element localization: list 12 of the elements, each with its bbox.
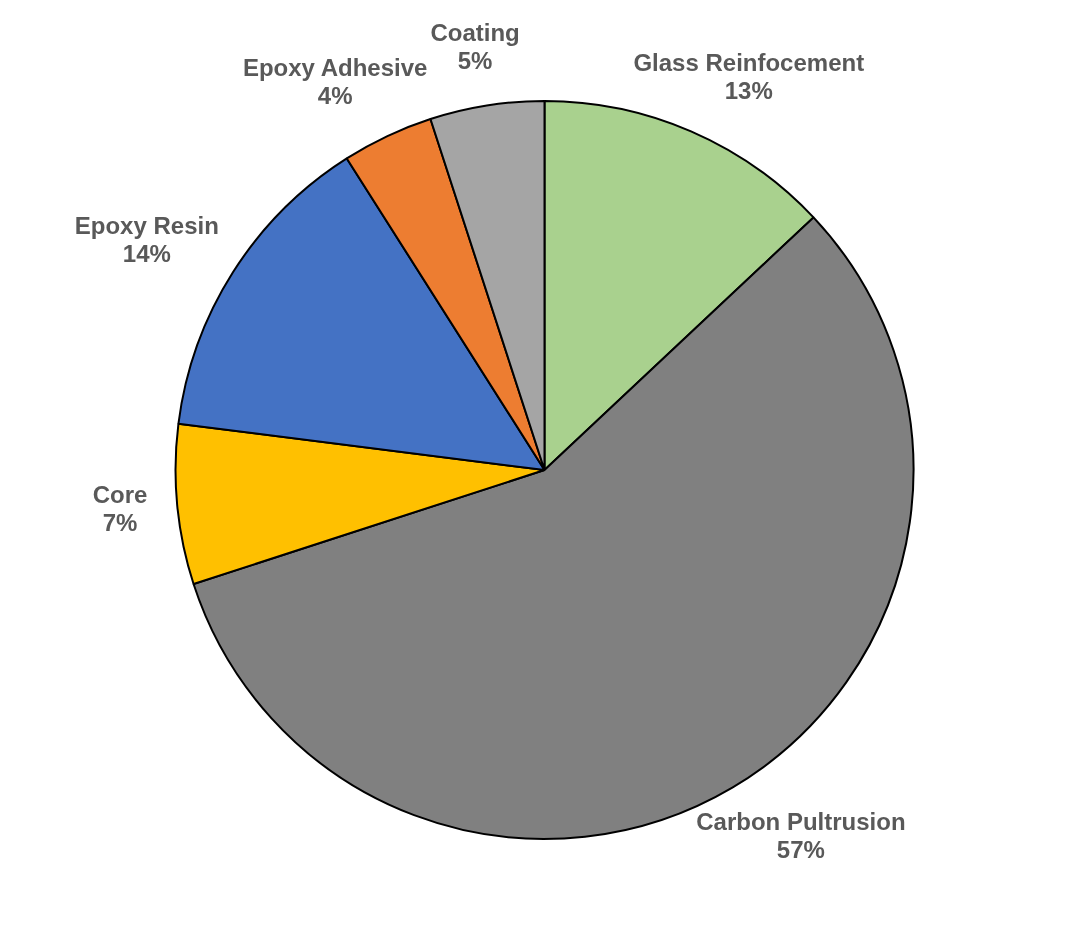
data-label: 13% — [724, 76, 773, 104]
slice-label: Carbon Pultrusion — [696, 808, 906, 836]
data-label: 57% — [776, 836, 825, 864]
slice-label: Epoxy Resin — [74, 211, 219, 239]
data-label: 7% — [102, 508, 138, 536]
slice-label: Coating — [430, 18, 520, 46]
slice-label: Core — [92, 480, 148, 508]
data-label: 14% — [122, 239, 171, 267]
slice-label: Glass Reinfocement — [633, 48, 865, 76]
data-label: 4% — [317, 82, 353, 110]
slice-label: Epoxy Adhesive — [242, 54, 428, 82]
data-label: 5% — [457, 46, 493, 74]
